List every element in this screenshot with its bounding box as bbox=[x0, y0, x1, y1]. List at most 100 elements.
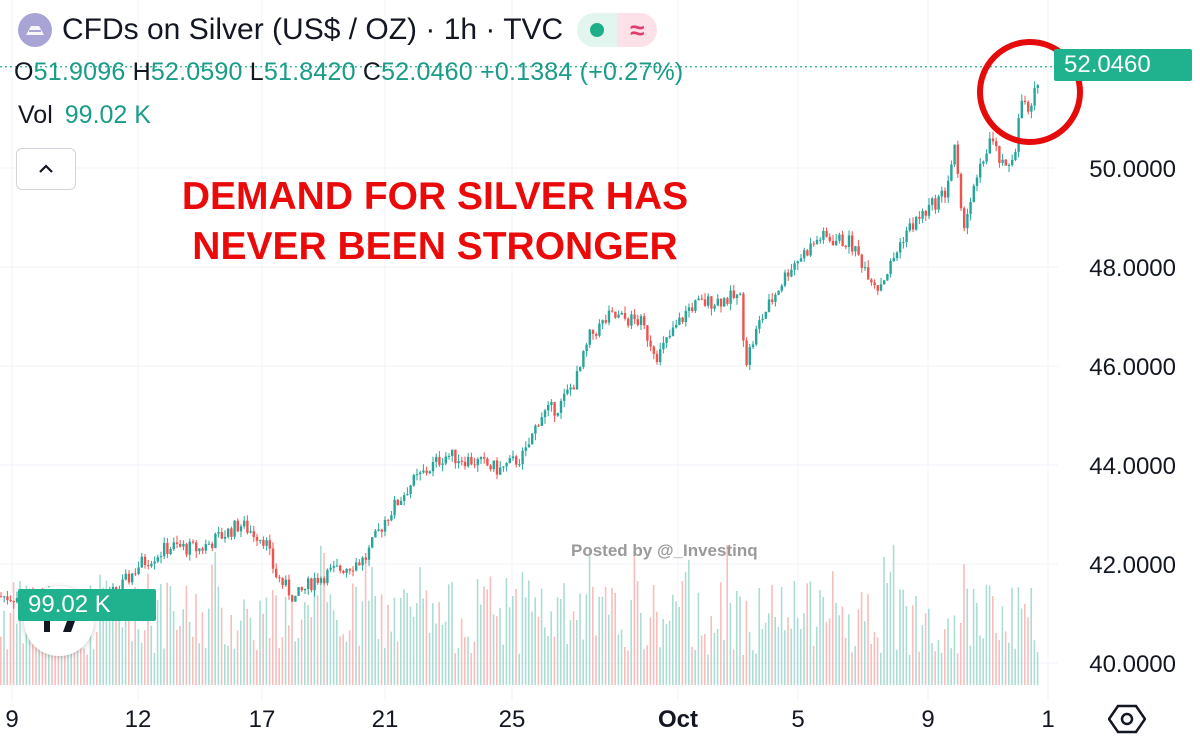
candle-body bbox=[134, 573, 137, 575]
candle-body bbox=[214, 533, 217, 549]
volume-bar bbox=[1030, 587, 1032, 685]
candle-body bbox=[716, 298, 719, 306]
candle-body bbox=[604, 320, 607, 323]
volume-bar bbox=[416, 603, 418, 685]
volume-bar bbox=[198, 643, 200, 685]
candle-body bbox=[799, 258, 803, 262]
candle-body bbox=[393, 499, 396, 516]
volume-bar bbox=[438, 602, 440, 685]
volume-bar bbox=[720, 582, 722, 685]
volume-bar bbox=[848, 614, 850, 685]
candle-body bbox=[486, 458, 489, 466]
volume-readout: Vol 99.02 K bbox=[18, 101, 151, 130]
candle-body bbox=[812, 243, 815, 245]
volume-bar bbox=[739, 596, 741, 685]
volume-bar bbox=[310, 617, 312, 685]
posted-by-credit: Posted by @_Investinq bbox=[571, 541, 758, 560]
candle-body bbox=[607, 310, 611, 323]
candle-body bbox=[425, 470, 428, 474]
close-value: 52.0460 bbox=[381, 58, 473, 86]
volume-bar bbox=[435, 623, 437, 685]
candle-body bbox=[915, 216, 918, 230]
candle-body bbox=[527, 444, 531, 448]
time-tick-label: 1 bbox=[1041, 706, 1054, 733]
candle-body bbox=[508, 458, 511, 464]
candle-body bbox=[278, 577, 281, 579]
volume-bar bbox=[6, 649, 8, 685]
volume-bar bbox=[851, 652, 853, 685]
volume-bar bbox=[659, 647, 661, 685]
volume-bar bbox=[259, 600, 261, 685]
volume-bar bbox=[768, 613, 770, 685]
candle-body bbox=[748, 347, 751, 365]
candle-body bbox=[294, 595, 297, 602]
price-axis[interactable]: 50.0000 48.0000 46.0000 44.0000 42.0000 40.00… bbox=[1089, 156, 1176, 678]
candle-body bbox=[940, 190, 943, 197]
volume-bar bbox=[876, 637, 879, 685]
volume-bar bbox=[809, 581, 812, 685]
candle-body bbox=[323, 578, 326, 584]
volume-bar bbox=[201, 612, 204, 685]
volume-bar bbox=[99, 574, 101, 685]
volume-bar bbox=[252, 639, 255, 685]
volume-bar bbox=[873, 631, 876, 685]
candle-body bbox=[124, 573, 127, 580]
candle-body bbox=[339, 565, 342, 571]
candle-body bbox=[828, 236, 831, 241]
volume-bar bbox=[956, 653, 959, 685]
candle-body bbox=[367, 547, 371, 560]
candle-body bbox=[819, 239, 822, 241]
settings-icon[interactable] bbox=[1108, 702, 1146, 736]
candle-body bbox=[1027, 102, 1030, 112]
volume-bar bbox=[518, 653, 520, 685]
candle-body bbox=[6, 596, 9, 601]
volume-bar bbox=[867, 594, 869, 685]
volume-bar bbox=[761, 628, 764, 685]
volume-bar bbox=[979, 635, 981, 685]
status-pill[interactable]: ≈ bbox=[577, 13, 658, 47]
price-tick-label: 50.0000 bbox=[1089, 156, 1176, 183]
candle-body bbox=[927, 204, 931, 216]
volume-bar bbox=[422, 598, 424, 685]
volume-bar bbox=[569, 620, 572, 685]
candle-body bbox=[335, 565, 339, 567]
candle-body bbox=[492, 460, 495, 470]
candle-body bbox=[911, 223, 915, 230]
candle-body bbox=[735, 294, 739, 299]
candle-body bbox=[780, 285, 783, 291]
volume-bar bbox=[121, 627, 124, 685]
volume-bar bbox=[617, 634, 620, 685]
volume-bar bbox=[643, 649, 645, 685]
volume-bar bbox=[614, 592, 616, 685]
volume-bar bbox=[812, 645, 815, 685]
volume-bar bbox=[265, 597, 268, 685]
candle-body bbox=[870, 279, 873, 283]
symbol-title[interactable]: CFDs on Silver (US$ / OZ) · 1h · TVC bbox=[62, 13, 564, 46]
candle-body bbox=[934, 198, 937, 210]
candle-body bbox=[358, 562, 361, 566]
candle-body bbox=[998, 146, 1001, 163]
candle-body bbox=[447, 456, 451, 458]
candle-body bbox=[793, 263, 796, 270]
volume-bar bbox=[886, 583, 888, 685]
volume-bar bbox=[332, 610, 335, 685]
volume-bar bbox=[825, 621, 828, 685]
candle-body bbox=[172, 542, 175, 550]
volume-bar bbox=[524, 597, 527, 685]
time-axis[interactable]: 9 12 17 21 25 Oct 5 9 1 bbox=[5, 706, 1054, 733]
volume-bar bbox=[150, 625, 152, 685]
candle-body bbox=[838, 234, 841, 241]
candle-body bbox=[460, 461, 463, 463]
volume-bar bbox=[361, 601, 364, 685]
volume-bar bbox=[185, 585, 188, 685]
volume-value: 99.02 K bbox=[64, 101, 151, 129]
volume-bar bbox=[636, 581, 639, 685]
candle-body bbox=[281, 577, 284, 586]
volume-bar bbox=[934, 651, 936, 685]
candle-body bbox=[195, 542, 198, 552]
collapse-legend-button[interactable] bbox=[16, 148, 76, 190]
volume-bar bbox=[704, 633, 706, 685]
volume-bar bbox=[233, 648, 236, 685]
candle-body bbox=[489, 465, 492, 470]
